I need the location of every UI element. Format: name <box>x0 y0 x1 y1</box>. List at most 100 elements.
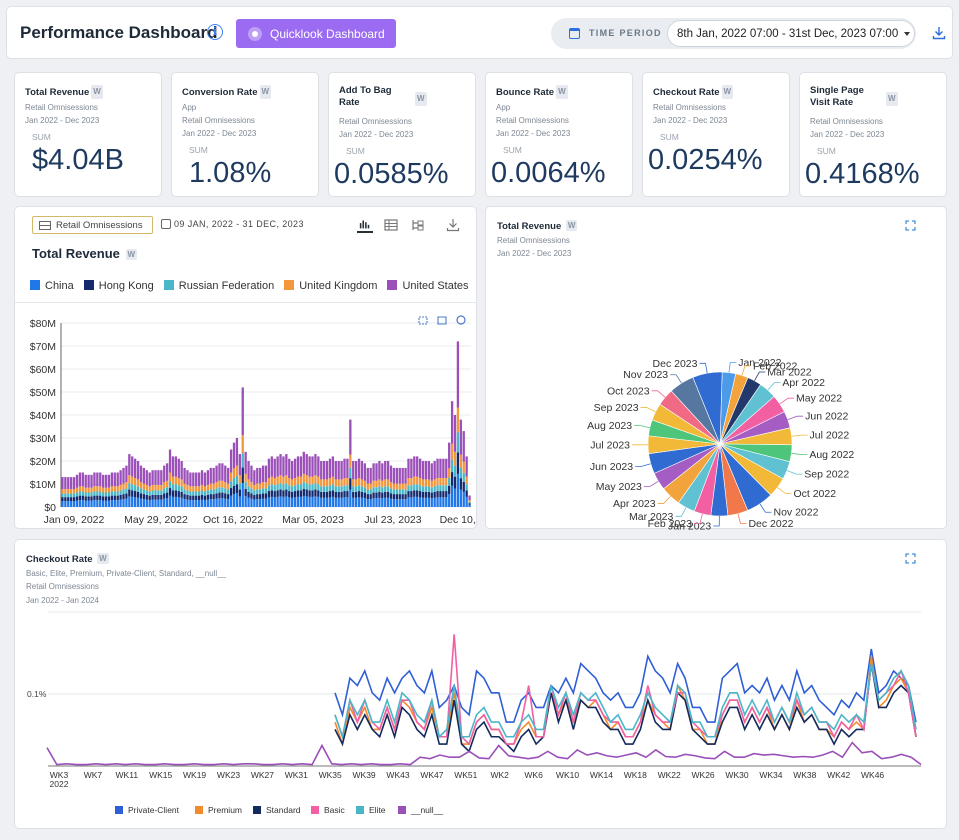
bar-segment[interactable] <box>448 485 451 495</box>
bar-segment[interactable] <box>285 489 288 497</box>
bar-segment[interactable] <box>392 494 396 500</box>
bar-segment[interactable] <box>261 465 265 483</box>
bar-segment[interactable] <box>421 491 425 498</box>
bar-segment[interactable] <box>250 498 253 507</box>
zoom-select-icon[interactable] <box>418 316 428 325</box>
bar-segment[interactable] <box>99 486 102 492</box>
bar-segment[interactable] <box>375 463 378 481</box>
bar-segment[interactable] <box>78 500 82 507</box>
bar-segment[interactable] <box>232 468 236 479</box>
bar-segment[interactable] <box>288 491 291 498</box>
legend-item[interactable]: Elite <box>356 805 386 815</box>
bar-segment[interactable] <box>296 496 300 507</box>
bar-segment[interactable] <box>197 500 201 507</box>
bar-segment[interactable] <box>160 499 163 507</box>
bar-segment[interactable] <box>212 489 215 495</box>
bar-segment[interactable] <box>386 479 390 487</box>
bar-segment[interactable] <box>64 489 67 494</box>
bar-segment[interactable] <box>328 485 332 492</box>
bar-segment[interactable] <box>305 489 308 497</box>
bar-segment[interactable] <box>192 495 195 501</box>
bar-segment[interactable] <box>128 483 131 490</box>
bar-segment[interactable] <box>163 482 166 489</box>
bar-segment[interactable] <box>148 491 151 496</box>
bar-segment[interactable] <box>209 494 212 500</box>
bar-segment[interactable] <box>253 490 256 495</box>
bar-segment[interactable] <box>302 482 305 489</box>
bar-segment[interactable] <box>81 472 84 487</box>
bar-segment[interactable] <box>288 478 291 486</box>
bar-segment[interactable] <box>349 489 352 507</box>
bar-segment[interactable] <box>200 484 204 491</box>
bar-segment[interactable] <box>366 489 369 495</box>
bar-segment[interactable] <box>192 486 195 492</box>
bar-segment[interactable] <box>256 489 259 495</box>
bar-segment[interactable] <box>110 491 114 496</box>
bar-segment[interactable] <box>340 491 343 498</box>
legend-item[interactable]: Basic <box>311 805 346 815</box>
legend-item[interactable]: __null__ <box>398 805 443 815</box>
bar-segment[interactable] <box>183 499 186 507</box>
bar-segment[interactable] <box>343 458 346 479</box>
bar-segment[interactable] <box>372 463 375 481</box>
bar-segment[interactable] <box>291 486 294 492</box>
bar-segment[interactable] <box>418 458 422 479</box>
bar-segment[interactable] <box>136 479 140 487</box>
bar-segment[interactable] <box>70 501 73 507</box>
bar-segment[interactable] <box>133 478 137 486</box>
bar-segment[interactable] <box>343 497 346 507</box>
bar-segment[interactable] <box>224 482 227 489</box>
bar-segment[interactable] <box>433 486 436 492</box>
bar-segment[interactable] <box>378 497 381 507</box>
bar-segment[interactable] <box>450 443 454 460</box>
bar-segment[interactable] <box>424 491 428 498</box>
bar-segment[interactable] <box>221 487 224 493</box>
bar-segment[interactable] <box>113 491 116 496</box>
bar-segment[interactable] <box>293 478 297 486</box>
bar-segment[interactable] <box>232 442 236 469</box>
bar-segment[interactable] <box>398 489 401 495</box>
bar-segment[interactable] <box>232 494 236 507</box>
bar-segment[interactable] <box>232 485 236 495</box>
bar-segment[interactable] <box>462 461 465 473</box>
bar-segment[interactable] <box>87 487 90 493</box>
bar-segment[interactable] <box>323 486 326 492</box>
bar-segment[interactable] <box>75 500 79 507</box>
bar-segment[interactable] <box>291 461 294 480</box>
bar-segment[interactable] <box>122 483 125 490</box>
bar-segment[interactable] <box>70 489 73 494</box>
bar-segment[interactable] <box>291 479 294 487</box>
bar-segment[interactable] <box>221 498 224 507</box>
bar-segment[interactable] <box>174 490 178 497</box>
bar-segment[interactable] <box>256 483 259 490</box>
bar-segment[interactable] <box>206 490 209 495</box>
bar-segment[interactable] <box>317 456 320 477</box>
bar-segment[interactable] <box>433 461 436 480</box>
series-line[interactable] <box>334 663 917 753</box>
bar-segment[interactable] <box>424 486 428 492</box>
bar-segment[interactable] <box>113 500 116 507</box>
bar-segment[interactable] <box>337 479 340 487</box>
bar-segment[interactable] <box>273 478 276 486</box>
bar-segment[interactable] <box>238 489 241 497</box>
bar-segment[interactable] <box>430 463 433 481</box>
bar-segment[interactable] <box>456 473 460 507</box>
expand-icon[interactable] <box>905 553 916 564</box>
bar-segment[interactable] <box>264 465 268 483</box>
bar-segment[interactable] <box>395 494 399 500</box>
bar-segment[interactable] <box>93 500 96 507</box>
bar-segment[interactable] <box>416 484 419 491</box>
bar-segment[interactable] <box>424 461 428 480</box>
bar-segment[interactable] <box>413 490 416 497</box>
bar-segment[interactable] <box>334 461 337 480</box>
bar-segment[interactable] <box>99 500 102 507</box>
bar-segment[interactable] <box>209 483 212 490</box>
bar-segment[interactable] <box>392 499 396 507</box>
legend-item[interactable]: United Kingdom <box>284 280 377 292</box>
bar-segment[interactable] <box>128 496 131 507</box>
bar-segment[interactable] <box>314 483 317 490</box>
bar-segment[interactable] <box>139 498 143 507</box>
bar-segment[interactable] <box>331 484 335 491</box>
bar-segment[interactable] <box>75 496 79 501</box>
bar-segment[interactable] <box>218 487 221 493</box>
